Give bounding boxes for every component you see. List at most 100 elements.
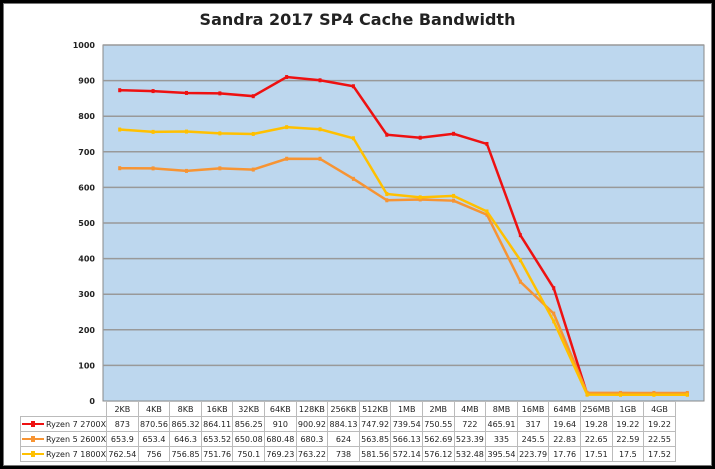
data-point-marker [218, 91, 222, 96]
table-cell: 335 [485, 431, 518, 447]
category-label: 2MB [422, 401, 455, 417]
data-point-marker [485, 141, 489, 146]
table-cell: 653.9 [106, 431, 139, 447]
series-name: Ryzen 5 2600X [46, 434, 107, 444]
data-point-marker [485, 209, 489, 214]
table-cell: 465.91 [485, 416, 518, 432]
table-cell: 22.65 [579, 431, 613, 447]
table-cell: 19.64 [548, 416, 581, 432]
table-row: Ryzen 7 1800X 762.54 756 756.85 751.76 750.1 7… [19, 446, 676, 462]
category-label: 4GB [643, 401, 676, 417]
data-point-marker [184, 90, 188, 95]
data-point-marker [285, 156, 289, 161]
legend-entry: Ryzen 7 2700X [19, 416, 108, 432]
table-cell: 680.3 [295, 431, 329, 447]
y-tick-label: 900 [78, 77, 95, 86]
data-point-marker [218, 166, 222, 171]
table-cell: 223.79 [516, 446, 550, 462]
series-line [119, 157, 688, 395]
table-cell: 523.39 [453, 431, 487, 447]
table-cell: 747.92 [358, 416, 392, 432]
y-tick-label: 200 [78, 326, 95, 335]
table-cell: 870.56 [137, 416, 171, 432]
data-point-marker [285, 125, 289, 130]
table-cell: 572.14 [390, 446, 423, 462]
table-cell: 750.55 [422, 416, 455, 432]
data-point-marker [418, 135, 422, 140]
legend-line-icon [22, 421, 44, 427]
data-point-marker [151, 129, 155, 134]
category-label: 1GB [611, 401, 645, 417]
data-point-marker [518, 233, 522, 238]
data-point-marker [552, 311, 556, 316]
table-cell: 756.85 [169, 446, 202, 462]
table-cell: 576.12 [422, 446, 455, 462]
data-point-marker [351, 84, 355, 89]
category-label: 16KB [200, 401, 234, 417]
table-cell: 17.5 [611, 446, 645, 462]
y-tick-label: 700 [78, 148, 95, 157]
table-cell: 19.22 [643, 416, 676, 432]
chart-title: Sandra 2017 SP4 Cache Bandwidth [199, 10, 516, 29]
category-label: 64MB [548, 401, 581, 417]
table-cell: 22.55 [643, 431, 676, 447]
table-cell: 532.48 [453, 446, 487, 462]
data-point-marker [151, 89, 155, 94]
data-point-marker [685, 392, 689, 397]
data-point-marker [452, 198, 456, 203]
data-point-marker [218, 131, 222, 136]
data-point-marker [318, 156, 322, 161]
data-point-marker [485, 212, 489, 217]
data-point-marker [251, 131, 255, 136]
category-label: 16MB [516, 401, 550, 417]
table-cell: 317 [516, 416, 550, 432]
table-cell: 756 [137, 446, 171, 462]
series-name: Ryzen 7 1800X [46, 449, 107, 459]
table-cell: 646.3 [169, 431, 202, 447]
table-cell: 653.52 [200, 431, 234, 447]
table-cell: 865.32 [169, 416, 202, 432]
table-cell: 722 [453, 416, 487, 432]
category-label: 1MB [390, 401, 423, 417]
table-cell: 562.69 [422, 431, 455, 447]
data-point-marker [285, 75, 289, 80]
table-cell: 566.13 [390, 431, 423, 447]
data-point-marker [251, 94, 255, 99]
data-point-marker [418, 197, 422, 202]
data-point-marker [118, 88, 122, 93]
data-point-marker [452, 193, 456, 198]
legend-line-icon [22, 451, 44, 457]
data-point-marker [385, 198, 389, 203]
table-cell: 19.22 [611, 416, 645, 432]
category-label: 32KB [232, 401, 266, 417]
category-label: 2KB [106, 401, 139, 417]
category-label: 64KB [264, 401, 297, 417]
table-row: Ryzen 7 2700X 873 870.56 865.32 864.11 856.25… [19, 416, 676, 432]
table-cell: 395.54 [485, 446, 518, 462]
table-cell: 763.22 [295, 446, 329, 462]
table-cell: 22.59 [611, 431, 645, 447]
table-cell: 884.13 [327, 416, 360, 432]
data-point-marker [251, 167, 255, 172]
table-cell: 581.56 [358, 446, 392, 462]
table-cell: 22.83 [548, 431, 581, 447]
series-line [119, 125, 688, 397]
y-tick-label: 300 [78, 290, 95, 299]
y-tick-label: 100 [78, 361, 95, 370]
table-cell: 17.76 [548, 446, 581, 462]
table-cell: 762.54 [106, 446, 139, 462]
category-label: 8KB [169, 401, 202, 417]
table-cell: 769.23 [264, 446, 297, 462]
table-cell: 650.08 [232, 431, 266, 447]
data-point-marker [351, 176, 355, 181]
legend-line-icon [22, 436, 44, 442]
legend-entry: Ryzen 7 1800X [19, 446, 108, 462]
table-cell: 750.1 [232, 446, 266, 462]
data-point-marker [552, 319, 556, 324]
data-point-marker [385, 191, 389, 196]
data-table: 2KB 4KB 8KB 16KB 32KB 64KB 128KB 256KB 512KB 1MB 2… [19, 401, 676, 462]
y-tick-label: 800 [78, 112, 95, 121]
data-point-marker [385, 132, 389, 137]
data-point-marker [418, 195, 422, 200]
data-point-marker [151, 166, 155, 171]
